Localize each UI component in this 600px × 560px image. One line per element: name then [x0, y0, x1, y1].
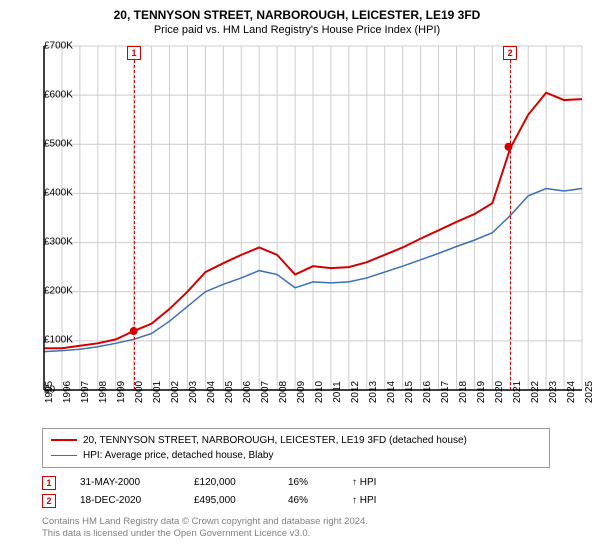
legend: 20, TENNYSON STREET, NARBOROUGH, LEICEST…	[42, 428, 550, 468]
y-tick-label: £400K	[44, 188, 74, 199]
footnote: Contains HM Land Registry data © Crown c…	[42, 516, 588, 541]
chart-container: 20, TENNYSON STREET, NARBOROUGH, LEICEST…	[0, 0, 600, 560]
chart-area: £0£100K£200K£300K£400K£500K£600K£700K 19…	[6, 42, 588, 422]
x-tick-label: 2008	[278, 380, 289, 402]
sale-pct: 46%	[288, 495, 328, 506]
x-tick-label: 2024	[566, 380, 577, 402]
x-tick-label: 1999	[116, 380, 127, 402]
y-tick-label: £700K	[44, 40, 74, 51]
x-tick-label: 1995	[44, 380, 55, 402]
x-tick-label: 2014	[386, 380, 397, 402]
sale-marker-icon: 1	[42, 476, 56, 490]
sale-row: 2 18-DEC-2020 £495,000 46% ↑ HPI	[42, 492, 550, 510]
y-tick-label: £100K	[44, 335, 74, 346]
legend-swatch-hpi	[51, 455, 77, 456]
x-tick-label: 2018	[458, 380, 469, 402]
sale-price: £120,000	[194, 477, 264, 488]
sale-marker-flag: 2	[503, 46, 517, 60]
x-tick-label: 2010	[314, 380, 325, 402]
legend-row-hpi: HPI: Average price, detached house, Blab…	[51, 448, 541, 463]
footnote-line1: Contains HM Land Registry data © Crown c…	[42, 516, 588, 528]
chart-title: 20, TENNYSON STREET, NARBOROUGH, LEICEST…	[6, 8, 588, 24]
x-tick-label: 2004	[206, 380, 217, 402]
x-tick-label: 2007	[260, 380, 271, 402]
y-tick-label: £200K	[44, 286, 74, 297]
x-tick-label: 2025	[584, 380, 595, 402]
legend-label-price: 20, TENNYSON STREET, NARBOROUGH, LEICEST…	[83, 433, 467, 448]
sale-date: 18-DEC-2020	[80, 495, 170, 506]
x-tick-label: 2000	[134, 380, 145, 402]
x-tick-label: 2001	[152, 380, 163, 402]
chart-svg	[44, 46, 582, 390]
chart-subtitle: Price paid vs. HM Land Registry's House …	[6, 24, 588, 36]
x-tick-label: 2005	[224, 380, 235, 402]
x-tick-label: 2022	[530, 380, 541, 402]
legend-row-price: 20, TENNYSON STREET, NARBOROUGH, LEICEST…	[51, 433, 541, 448]
sale-price: £495,000	[194, 495, 264, 506]
legend-label-hpi: HPI: Average price, detached house, Blab…	[83, 448, 274, 463]
x-tick-label: 2015	[404, 380, 415, 402]
x-tick-label: 2011	[332, 381, 343, 403]
y-tick-label: £500K	[44, 138, 74, 149]
x-tick-label: 2021	[512, 380, 523, 402]
sale-vs-hpi: ↑ HPI	[352, 495, 376, 506]
y-tick-label: £600K	[44, 89, 74, 100]
legend-swatch-price	[51, 439, 77, 441]
x-tick-label: 2012	[350, 380, 361, 402]
footnote-line2: This data is licensed under the Open Gov…	[42, 528, 588, 540]
sale-pct: 16%	[288, 477, 328, 488]
x-tick-label: 2017	[440, 380, 451, 402]
x-tick-label: 2006	[242, 380, 253, 402]
sale-marker-flag: 1	[127, 46, 141, 60]
x-tick-label: 2003	[188, 380, 199, 402]
sale-marker-icon: 2	[42, 494, 56, 508]
sale-date: 31-MAY-2000	[80, 477, 170, 488]
x-tick-label: 1997	[80, 380, 91, 402]
x-tick-label: 1996	[62, 380, 73, 402]
x-tick-label: 1998	[98, 380, 109, 402]
x-tick-label: 2020	[494, 380, 505, 402]
y-tick-label: £300K	[44, 237, 74, 248]
sale-row: 1 31-MAY-2000 £120,000 16% ↑ HPI	[42, 474, 550, 492]
x-tick-label: 2023	[548, 380, 559, 402]
x-tick-label: 2009	[296, 380, 307, 402]
plot-region: £0£100K£200K£300K£400K£500K£600K£700K 19…	[44, 46, 582, 390]
x-tick-label: 2019	[476, 380, 487, 402]
sale-vs-hpi: ↑ HPI	[352, 477, 376, 488]
x-tick-label: 2013	[368, 380, 379, 402]
sales-table: 1 31-MAY-2000 £120,000 16% ↑ HPI 2 18-DEC-2020…	[42, 474, 550, 510]
x-tick-label: 2016	[422, 380, 433, 402]
x-tick-label: 2002	[170, 380, 181, 402]
